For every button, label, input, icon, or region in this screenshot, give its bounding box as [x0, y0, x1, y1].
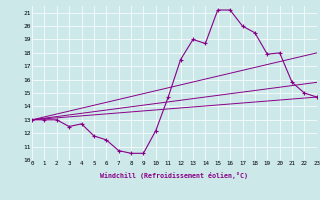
X-axis label: Windchill (Refroidissement éolien,°C): Windchill (Refroidissement éolien,°C) [100, 172, 248, 179]
